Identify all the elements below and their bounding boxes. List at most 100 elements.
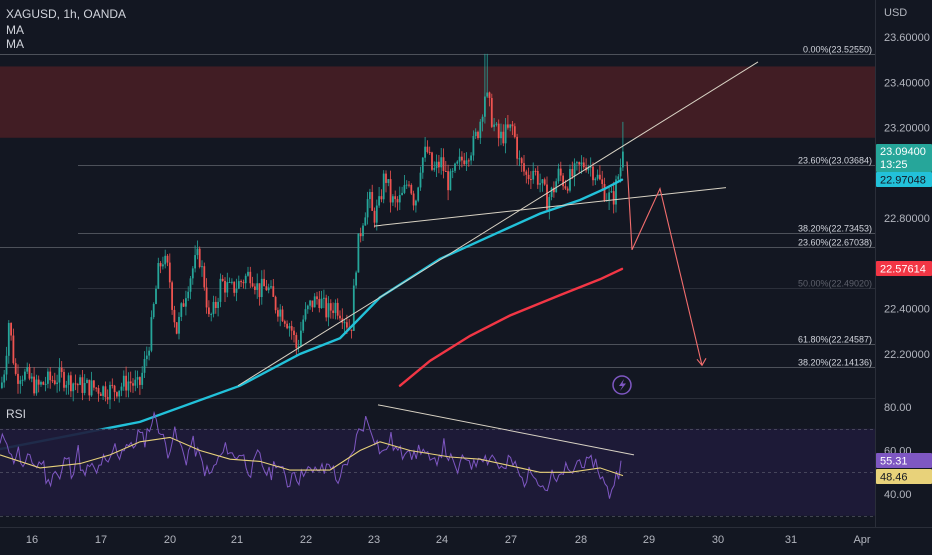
candle-body bbox=[355, 272, 357, 286]
candle-body bbox=[134, 379, 137, 386]
candle-body bbox=[19, 380, 22, 384]
candle-body bbox=[10, 322, 12, 336]
candle-body bbox=[520, 158, 523, 164]
candle-body bbox=[311, 300, 314, 308]
candle-body bbox=[497, 123, 500, 139]
candle-body bbox=[566, 188, 569, 191]
price-tick-label: 23.20000 bbox=[884, 123, 930, 135]
candle-body bbox=[125, 375, 127, 391]
candle-body bbox=[612, 191, 615, 205]
candle-body bbox=[260, 278, 263, 298]
price-tick-label: 22.40000 bbox=[884, 304, 930, 316]
rsi-tick-label: 40.00 bbox=[884, 489, 912, 501]
candle-body bbox=[51, 380, 54, 382]
candle-body bbox=[306, 305, 309, 310]
time-axis[interactable]: 16 17 20 21 22 23 24 27 28 29 30 31 Apr bbox=[26, 534, 871, 546]
candle-body bbox=[451, 170, 454, 172]
candle-body bbox=[385, 173, 387, 183]
candle-body bbox=[300, 330, 302, 347]
projection-arrowhead bbox=[696, 358, 707, 367]
candle-body bbox=[106, 397, 109, 400]
time-tick-label: 27 bbox=[505, 534, 517, 546]
candle-body bbox=[233, 281, 236, 293]
candle-body bbox=[258, 283, 261, 298]
candle-body bbox=[143, 359, 146, 373]
rsi-ma-line bbox=[0, 436, 624, 477]
candle-body bbox=[408, 184, 410, 186]
candle-body bbox=[70, 375, 72, 392]
ma-fast-price-label: 22.97048 bbox=[880, 175, 926, 187]
candle-body bbox=[86, 379, 88, 383]
indicator-legend-ma-2[interactable]: MA bbox=[6, 37, 24, 51]
candle-body bbox=[576, 162, 578, 164]
candle-body bbox=[293, 330, 295, 336]
candle-body bbox=[569, 169, 571, 191]
candle-body bbox=[500, 131, 502, 139]
candle-body bbox=[438, 161, 440, 168]
candle-body bbox=[33, 376, 35, 394]
rsi-pane[interactable] bbox=[0, 404, 875, 517]
candle-body bbox=[546, 184, 548, 210]
candle-body bbox=[162, 264, 164, 267]
candle-body bbox=[587, 166, 590, 171]
candle-body bbox=[132, 383, 134, 386]
candle-body bbox=[371, 192, 374, 211]
fib-level-label: 0.00%(23.52550) bbox=[803, 45, 872, 55]
candle-body bbox=[327, 303, 330, 318]
candle-body bbox=[382, 173, 385, 200]
last-price-tag-bg bbox=[876, 144, 932, 172]
candle-body bbox=[582, 162, 585, 168]
candle-body bbox=[28, 367, 31, 379]
price-tick-label: 22.80000 bbox=[884, 213, 930, 225]
rsi-tick-label: 80.00 bbox=[884, 402, 912, 414]
candle-body bbox=[113, 385, 116, 393]
lightning-icon[interactable] bbox=[612, 375, 632, 395]
candle-body bbox=[90, 380, 93, 396]
candle-body bbox=[419, 172, 422, 188]
fib-level-label: 23.60%(22.67038) bbox=[798, 238, 872, 248]
candle-body bbox=[116, 392, 118, 397]
candle-body bbox=[272, 286, 275, 297]
ma-slow-price-label-bg bbox=[876, 261, 932, 276]
price-pane[interactable]: 0.00%(23.52550) 23.60%(23.03684) 38.20%(22… bbox=[0, 45, 875, 451]
candle-body bbox=[447, 171, 449, 191]
candle-body bbox=[288, 326, 291, 329]
candle-body bbox=[346, 322, 348, 328]
indicator-legend-ma-1[interactable]: MA bbox=[6, 23, 24, 37]
candle-body bbox=[619, 167, 622, 177]
candle-body bbox=[392, 196, 394, 203]
candle-body bbox=[208, 307, 210, 315]
candle-body bbox=[401, 192, 403, 196]
candle-body bbox=[157, 263, 160, 289]
candle-body bbox=[150, 317, 153, 351]
time-tick-label: 23 bbox=[368, 534, 380, 546]
candle-body bbox=[617, 176, 620, 180]
candle-body bbox=[601, 179, 604, 185]
candle-body bbox=[95, 387, 98, 389]
candle-body bbox=[571, 169, 574, 177]
price-axis[interactable]: 23.60000 23.40000 23.20000 22.80000 22.40000… bbox=[876, 32, 932, 501]
candle-body bbox=[286, 323, 288, 329]
candle-body bbox=[343, 322, 346, 324]
candle-body bbox=[435, 161, 438, 169]
time-tick-label: 21 bbox=[231, 534, 243, 546]
candle-body bbox=[17, 373, 19, 384]
candle-body bbox=[364, 217, 367, 226]
ma-slow-price-label: 22.57614 bbox=[880, 264, 926, 276]
candle-body bbox=[111, 384, 114, 386]
candle-body bbox=[405, 184, 408, 186]
candle-body bbox=[171, 282, 173, 310]
rsi-ma-value-label-bg bbox=[876, 469, 932, 484]
candle-body bbox=[472, 135, 475, 156]
candle-body bbox=[332, 310, 334, 313]
rsi-legend[interactable]: RSI bbox=[6, 407, 27, 421]
candle-body bbox=[139, 377, 141, 385]
time-tick-label: 17 bbox=[95, 534, 107, 546]
candle-body bbox=[185, 298, 187, 307]
candle-body bbox=[58, 367, 61, 383]
candle-body bbox=[507, 124, 509, 128]
candle-body bbox=[543, 179, 546, 185]
symbol-title[interactable]: XAGUSD, 1h, OANDA bbox=[6, 7, 127, 21]
